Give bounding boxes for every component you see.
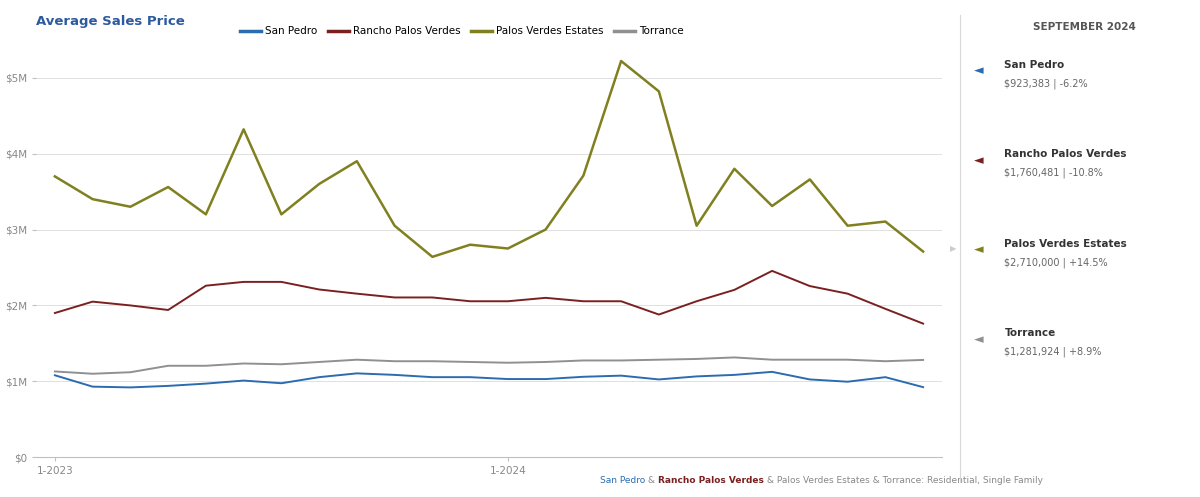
Text: ◄: ◄ [974,333,984,346]
Text: $1,281,924 | +8.9%: $1,281,924 | +8.9% [1004,347,1102,357]
Text: ▶: ▶ [950,244,956,253]
Text: ◄: ◄ [974,244,984,256]
Text: Palos Verdes Estates: Palos Verdes Estates [1004,239,1127,248]
Text: $1,760,481 | -10.8%: $1,760,481 | -10.8% [1004,168,1103,178]
Text: SEPTEMBER 2024: SEPTEMBER 2024 [1033,22,1135,32]
Text: San Pedro: San Pedro [600,476,646,485]
Text: ◄: ◄ [974,65,984,78]
Legend: San Pedro, Rancho Palos Verdes, Palos Verdes Estates, Torrance: San Pedro, Rancho Palos Verdes, Palos Ve… [236,22,688,40]
Text: &: & [646,476,658,485]
Text: Torrance: Torrance [1004,328,1056,338]
Text: & Palos Verdes Estates & Torrance: Residential, Single Family: & Palos Verdes Estates & Torrance: Resid… [764,476,1043,485]
Text: ◄: ◄ [974,154,984,167]
Text: Rancho Palos Verdes: Rancho Palos Verdes [1004,149,1127,159]
Text: $2,710,000 | +14.5%: $2,710,000 | +14.5% [1004,257,1108,268]
Text: Rancho Palos Verdes: Rancho Palos Verdes [658,476,764,485]
Text: $923,383 | -6.2%: $923,383 | -6.2% [1004,79,1088,89]
Text: Average Sales Price: Average Sales Price [36,15,185,28]
Text: San Pedro: San Pedro [1004,60,1064,70]
